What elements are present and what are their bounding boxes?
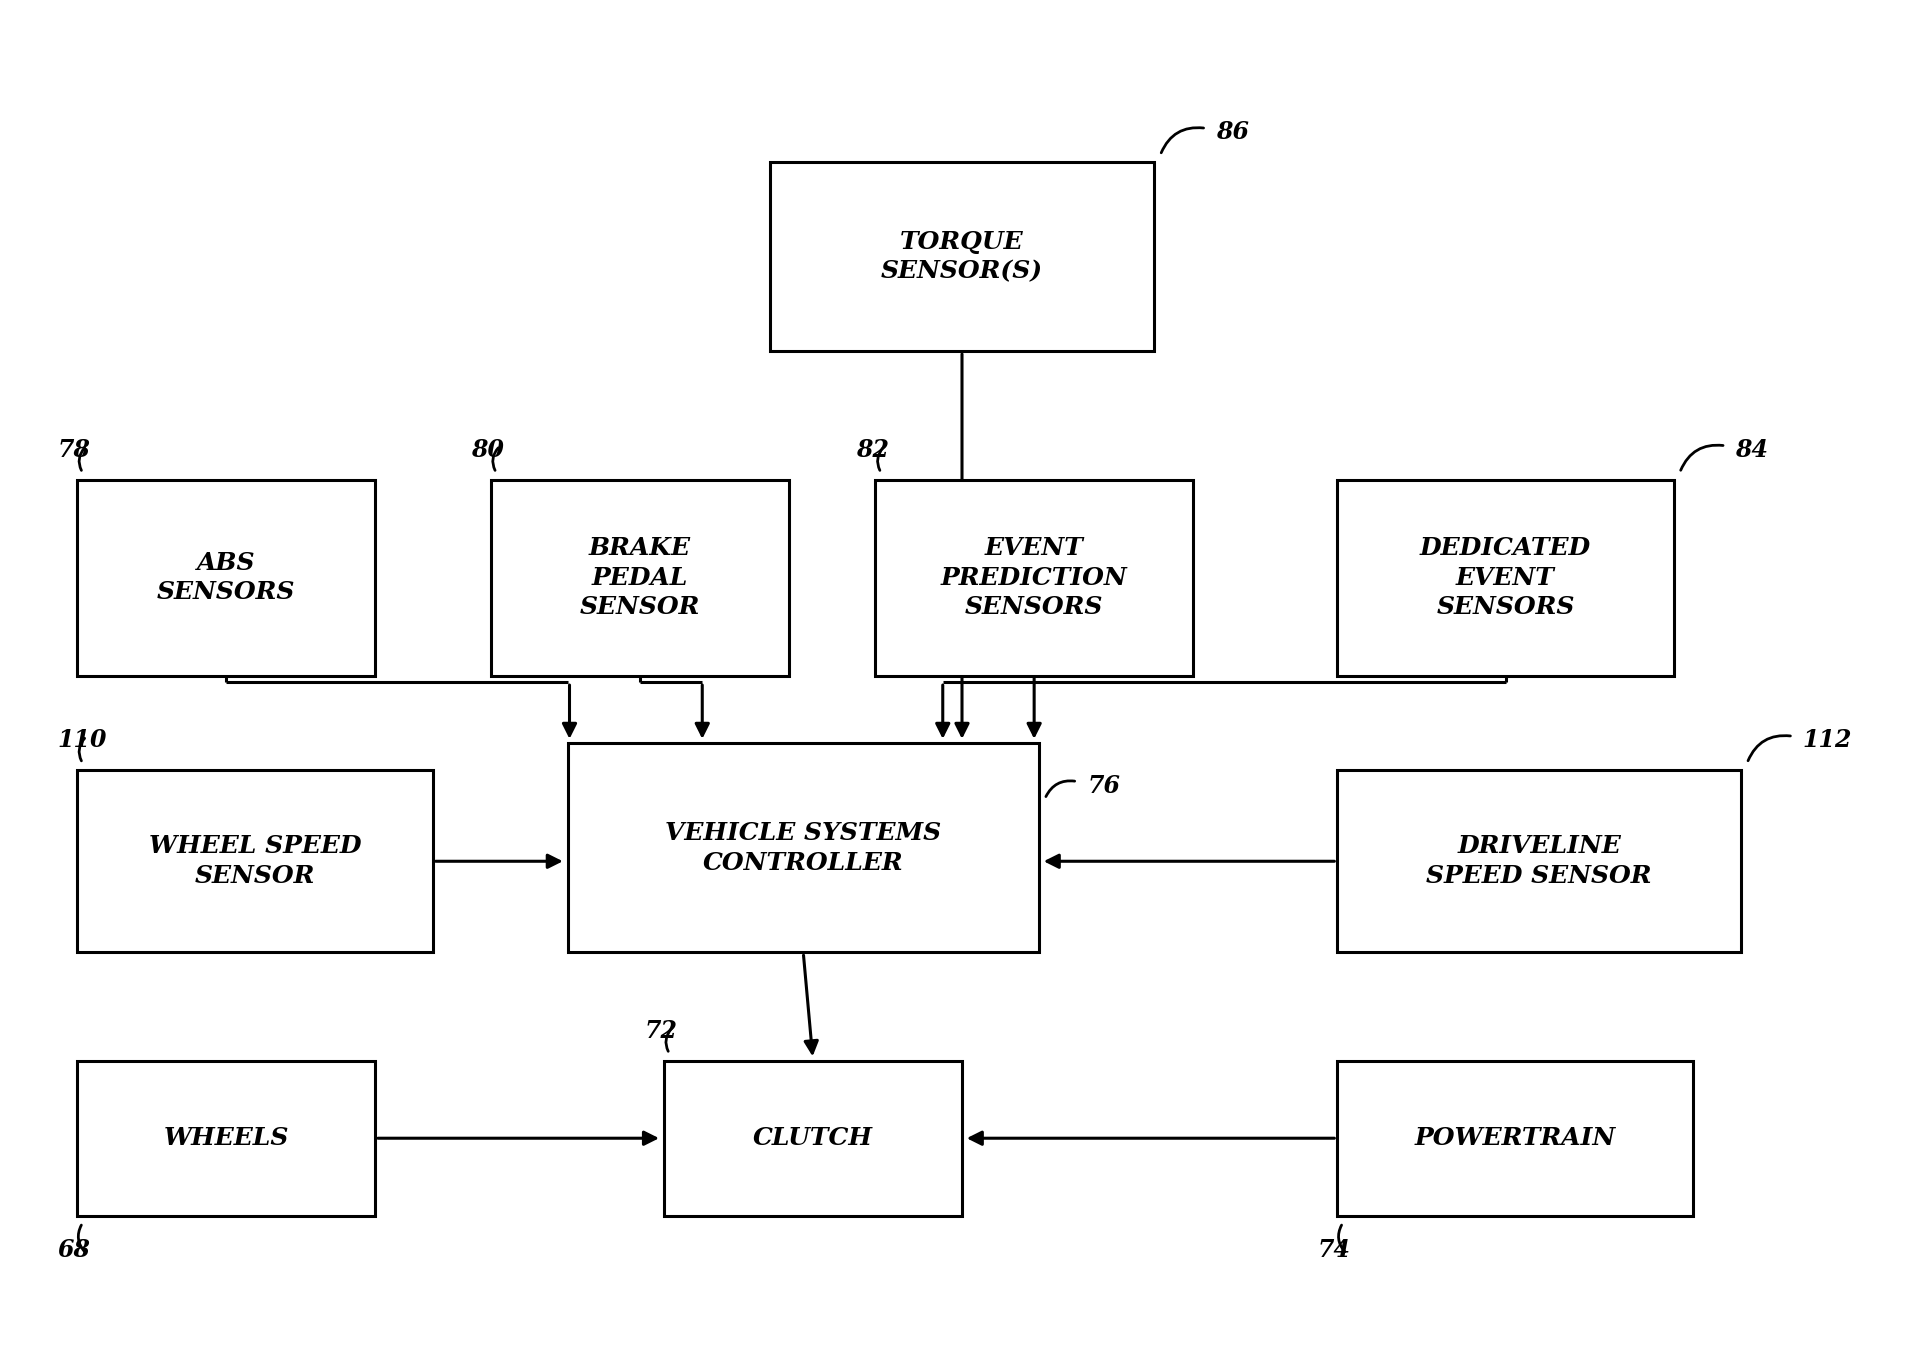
Bar xyxy=(490,480,788,676)
Text: 76: 76 xyxy=(1086,774,1119,797)
Text: 80: 80 xyxy=(471,438,504,462)
Bar xyxy=(567,743,1038,952)
Text: POWERTRAIN: POWERTRAIN xyxy=(1413,1127,1615,1150)
Bar xyxy=(663,1061,962,1216)
Bar xyxy=(77,480,375,676)
Bar xyxy=(1336,1061,1692,1216)
Text: WHEEL SPEED
SENSOR: WHEEL SPEED SENSOR xyxy=(148,835,362,888)
Text: 112: 112 xyxy=(1802,728,1852,753)
Text: TORQUE
SENSOR(S): TORQUE SENSOR(S) xyxy=(881,230,1042,284)
Text: BRAKE
PEDAL
SENSOR: BRAKE PEDAL SENSOR xyxy=(579,536,700,619)
Bar xyxy=(1336,480,1673,676)
Text: 84: 84 xyxy=(1735,438,1767,462)
Text: EVENT
PREDICTION
SENSORS: EVENT PREDICTION SENSORS xyxy=(940,536,1127,619)
Bar xyxy=(1336,770,1740,952)
Text: 78: 78 xyxy=(58,438,90,462)
Text: WHEELS: WHEELS xyxy=(163,1127,288,1150)
Text: 74: 74 xyxy=(1317,1238,1350,1262)
Bar xyxy=(769,162,1154,351)
Bar xyxy=(875,480,1192,676)
Bar xyxy=(77,1061,375,1216)
Text: 72: 72 xyxy=(644,1019,677,1043)
Text: ABS
SENSORS: ABS SENSORS xyxy=(158,551,294,604)
Text: CLUTCH: CLUTCH xyxy=(752,1127,873,1150)
Text: DEDICATED
EVENT
SENSORS: DEDICATED EVENT SENSORS xyxy=(1419,536,1590,619)
Text: 110: 110 xyxy=(58,728,108,753)
Text: VEHICLE SYSTEMS
CONTROLLER: VEHICLE SYSTEMS CONTROLLER xyxy=(665,821,940,874)
Text: 82: 82 xyxy=(856,438,888,462)
Bar xyxy=(77,770,433,952)
Text: DRIVELINE
SPEED SENSOR: DRIVELINE SPEED SENSOR xyxy=(1425,835,1652,888)
Text: 86: 86 xyxy=(1215,120,1248,145)
Text: 68: 68 xyxy=(58,1238,90,1262)
